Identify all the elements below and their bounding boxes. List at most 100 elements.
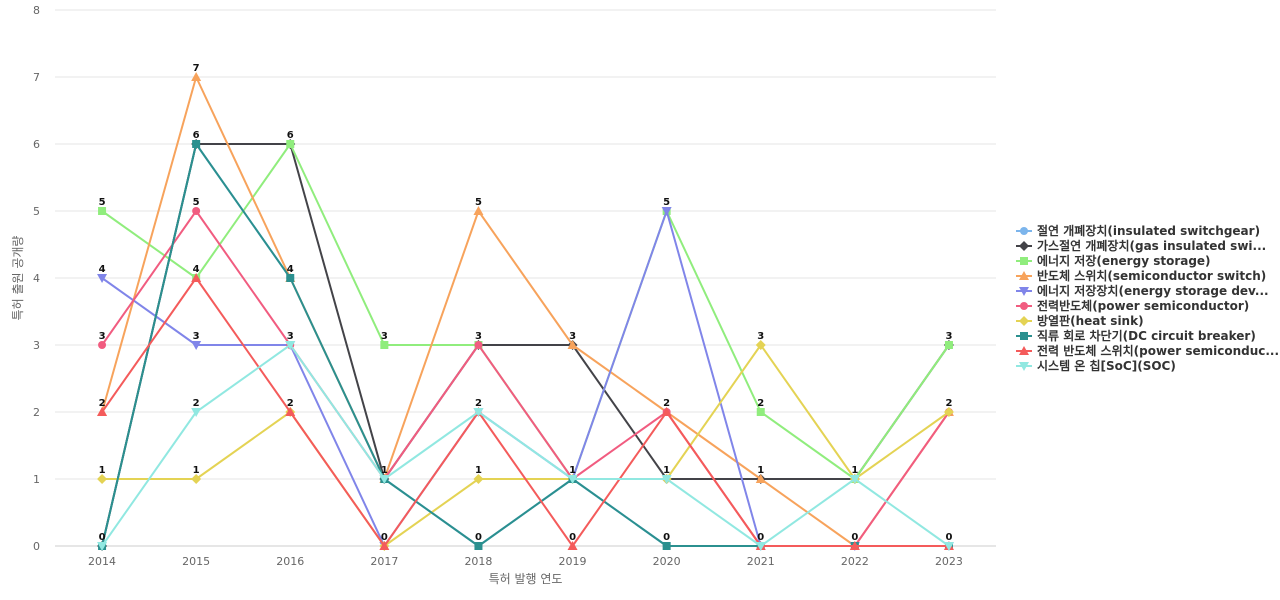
- y-tick-label: 2: [33, 406, 40, 419]
- legend-item[interactable]: 방열판(heat sink): [1016, 313, 1144, 328]
- x-axis-ticks: 2014 2015 2016 2017 2018 2019 2020 2021 2022 2023: [88, 555, 963, 568]
- data-point: [567, 340, 578, 349]
- series: [98, 207, 953, 550]
- data-label: 0: [851, 532, 858, 543]
- data-label: 3: [287, 331, 294, 342]
- y-tick-label: 4: [33, 272, 40, 285]
- legend-item[interactable]: 절연 개폐장치(insulated switchgear): [1016, 223, 1260, 238]
- series-line: [101, 210, 949, 547]
- series-line: [101, 143, 950, 547]
- y-tick-label: 5: [33, 205, 40, 218]
- data-label: 3: [475, 331, 482, 342]
- legend-label: 전력반도체(power semiconductor): [1037, 298, 1249, 313]
- x-tick-label: 2021: [747, 555, 775, 568]
- legend-item[interactable]: 전력반도체(power semiconductor): [1016, 298, 1249, 313]
- data-label: 0: [757, 532, 764, 543]
- data-point: [379, 475, 390, 484]
- legend-item[interactable]: 직류 회로 차단기(DC circuit breaker): [1016, 328, 1256, 343]
- data-point: [286, 140, 295, 148]
- x-tick-label: 2017: [370, 555, 398, 568]
- data-label: 2: [663, 398, 670, 409]
- data-label: 5: [99, 197, 106, 208]
- data-point: [286, 274, 295, 282]
- x-tick-label: 2018: [464, 555, 492, 568]
- data-point: [191, 72, 202, 81]
- data-label: 5: [193, 197, 200, 208]
- data-label: 5: [663, 197, 670, 208]
- data-label: 2: [99, 398, 106, 409]
- y-tick-label: 8: [33, 4, 40, 17]
- data-point: [192, 207, 201, 215]
- data-label: 1: [381, 465, 388, 476]
- legend-item[interactable]: 에너지 저장장치(energy storage dev...: [1016, 283, 1269, 298]
- legend-item[interactable]: 반도체 스위치(semiconductor switch): [1016, 268, 1266, 283]
- data-point: [755, 340, 766, 350]
- legend-label: 전력 반도체 스위치(power semiconduc...: [1037, 343, 1279, 358]
- data-point: [1019, 346, 1029, 355]
- data-point: [661, 207, 672, 216]
- x-tick-label: 2015: [182, 555, 210, 568]
- data-point: [943, 407, 954, 417]
- legend-label: 에너지 저장(energy storage): [1037, 253, 1211, 268]
- legend-label: 시스템 온 칩[SoC](SOC): [1037, 358, 1176, 373]
- data-point: [662, 542, 671, 550]
- data-point: [567, 541, 578, 550]
- series-lines: [97, 72, 954, 551]
- x-tick-label: 2019: [559, 555, 587, 568]
- data-label: 2: [193, 398, 200, 409]
- legend-item[interactable]: 시스템 온 칩[SoC](SOC): [1016, 358, 1176, 373]
- legend-label: 가스절연 개폐장치(gas insulated swi...: [1037, 238, 1266, 253]
- data-label: 1: [475, 465, 482, 476]
- series-line: [101, 210, 950, 547]
- data-point: [97, 542, 108, 551]
- data-label: 3: [757, 331, 764, 342]
- data-point: [98, 341, 107, 349]
- data-label: 1: [569, 465, 576, 476]
- data-label: 1: [851, 465, 858, 476]
- data-point: [661, 407, 672, 416]
- data-point: [755, 542, 766, 551]
- series-line: [101, 143, 950, 480]
- data-point: [943, 542, 954, 551]
- data-point: [97, 274, 108, 283]
- data-point: [755, 474, 766, 483]
- data-point: [98, 207, 107, 215]
- data-point: [191, 408, 202, 417]
- series-line: [101, 344, 950, 547]
- data-point: [661, 475, 672, 484]
- series-line: [101, 76, 950, 547]
- data-point: [849, 541, 860, 550]
- data-label: 0: [569, 532, 576, 543]
- data-point: [756, 408, 765, 416]
- x-axis-title: 특허 발행 연도: [489, 571, 563, 586]
- legend: 절연 개폐장치(insulated switchgear)가스절연 개폐장치(g…: [1016, 223, 1279, 373]
- data-label: 1: [99, 465, 106, 476]
- data-labels: 5 4 3 2 1 0 7 6 5 4 3 2 1 6 4 3 2 3 1 0 5 3 2 1 0 3 1 0 5 2 1 0 3 2 1 0 1 0 3 2…: [99, 63, 953, 543]
- x-tick-label: 2014: [88, 555, 116, 568]
- data-label: 0: [381, 532, 388, 543]
- data-point: [849, 475, 860, 484]
- data-label: 6: [193, 130, 200, 141]
- series: [98, 140, 953, 483]
- data-point: [1019, 287, 1029, 296]
- data-label: 4: [99, 264, 106, 275]
- series: [97, 341, 954, 551]
- legend-item[interactable]: 가스절연 개폐장치(gas insulated swi...: [1016, 238, 1266, 253]
- data-point: [285, 341, 296, 350]
- data-point: [567, 475, 578, 484]
- legend-item[interactable]: 전력 반도체 스위치(power semiconduc...: [1016, 343, 1279, 358]
- y-tick-label: 7: [33, 71, 40, 84]
- y-tick-label: 0: [33, 540, 40, 553]
- data-point: [285, 407, 296, 416]
- data-point: [1020, 227, 1028, 235]
- data-point: [97, 407, 108, 416]
- data-point: [473, 408, 484, 417]
- legend-item[interactable]: 에너지 저장(energy storage): [1016, 253, 1211, 268]
- y-tick-label: 1: [33, 473, 40, 486]
- series-line: [101, 277, 949, 547]
- data-label: 3: [381, 331, 388, 342]
- data-point: [191, 341, 202, 350]
- data-label: 0: [475, 532, 482, 543]
- data-label: 3: [99, 331, 106, 342]
